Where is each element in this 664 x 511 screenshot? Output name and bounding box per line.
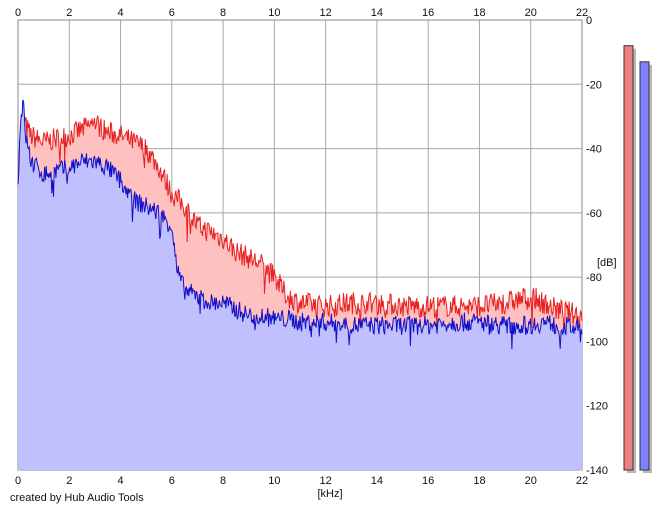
x-tick-label-bottom: 10	[268, 475, 280, 487]
x-tick-label-bottom: 2	[66, 475, 72, 487]
level-meters	[623, 45, 652, 474]
series-layer	[17, 99, 583, 470]
series-1-line	[17, 111, 583, 347]
x-tick-label-bottom: 16	[422, 475, 434, 487]
x-tick-label-top: 0	[15, 7, 21, 19]
x-tick-label-top: 22	[576, 7, 588, 19]
x-tick-label-bottom: 14	[371, 475, 383, 487]
x-tick-label-top: 8	[220, 7, 226, 19]
x-tick-label-bottom: 4	[117, 475, 123, 487]
x-tick-label-top: 6	[169, 7, 175, 19]
y-tick-label: -60	[586, 208, 602, 220]
x-tick-label-top: 14	[371, 7, 383, 19]
x-tick-label-bottom: 12	[320, 475, 332, 487]
series-2-line	[17, 99, 583, 350]
x-tick-label-top: 4	[117, 7, 123, 19]
x-tick-label-bottom: 18	[473, 475, 485, 487]
tick-labels: 002244668810101212141416161818202022220-…	[15, 7, 608, 487]
x-tick-label-bottom: 6	[169, 475, 175, 487]
level-meter-2	[639, 61, 650, 471]
y-axis-label: [dB]	[597, 257, 617, 269]
y-tick-label: -100	[586, 336, 608, 348]
x-tick-label-top: 20	[525, 7, 537, 19]
x-tick-label-top: 12	[320, 7, 332, 19]
y-tick-label: -80	[586, 272, 602, 284]
x-tick-label-bottom: 0	[15, 475, 21, 487]
y-tick-label: -120	[586, 401, 608, 413]
x-axis-label: [kHz]	[317, 488, 342, 500]
x-tick-label-top: 2	[66, 7, 72, 19]
y-tick-label: -140	[586, 465, 608, 477]
credit-text: created by Hub Audio Tools	[10, 492, 144, 504]
level-meter-1	[623, 45, 634, 471]
x-tick-label-bottom: 20	[525, 475, 537, 487]
y-tick-label: -20	[586, 79, 602, 91]
y-tick-label: 0	[586, 15, 592, 27]
x-tick-label-top: 16	[422, 7, 434, 19]
y-tick-label: -40	[586, 144, 602, 156]
x-tick-label-top: 18	[473, 7, 485, 19]
x-tick-label-top: 10	[268, 7, 280, 19]
x-tick-label-bottom: 22	[576, 475, 588, 487]
series-2-area	[18, 100, 582, 470]
x-tick-label-bottom: 8	[220, 475, 226, 487]
